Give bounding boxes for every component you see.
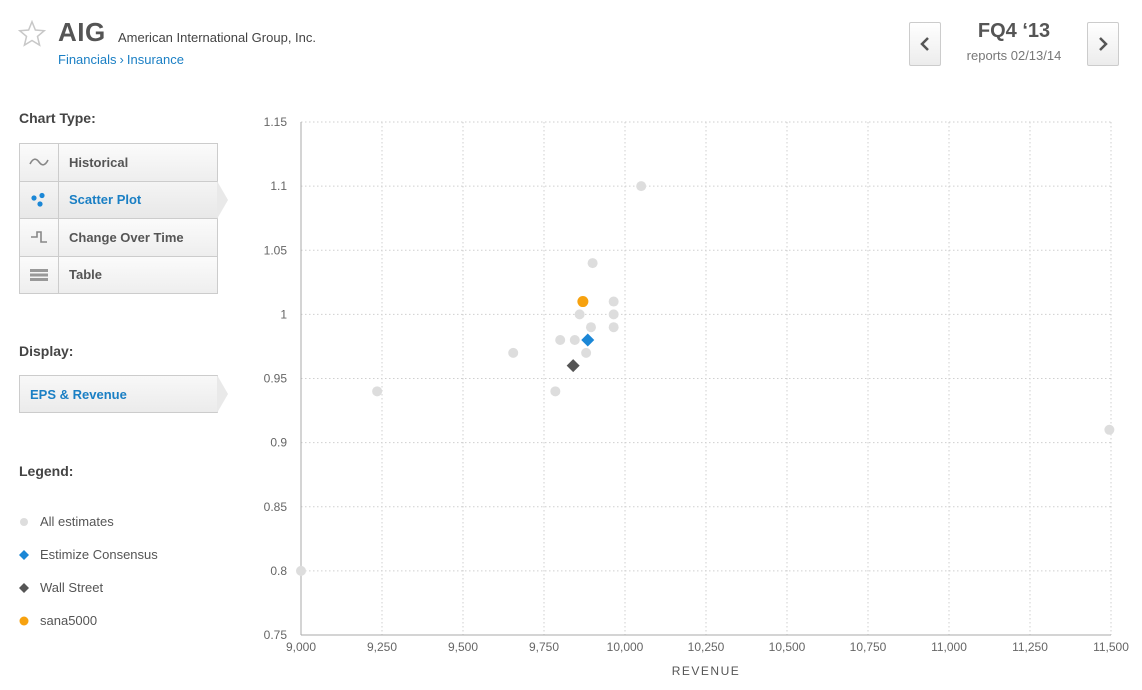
y-tick-label: 1.15	[264, 115, 288, 129]
all-estimates-point	[1104, 424, 1115, 435]
chart-type-menu: Historical Scatter Plot Change Over Time…	[19, 143, 228, 294]
chart-type-change-over-time[interactable]: Change Over Time	[20, 219, 217, 257]
all-estimates-point	[574, 309, 585, 320]
scatter-chart: 9,000 9,250 9,500 9,750 10,000 10,250 10,500 10…	[264, 115, 1130, 678]
x-tick-label: 9,250	[367, 640, 397, 654]
chart-type-heading: Chart Type:	[19, 110, 96, 126]
display-heading: Display:	[19, 343, 74, 359]
company-name: American International Group, Inc.	[118, 30, 316, 45]
x-tick-label: 10,250	[688, 640, 725, 654]
all-estimates-point	[296, 565, 306, 576]
y-tick-label: 0.75	[264, 628, 288, 642]
all-estimates-point	[372, 386, 383, 397]
x-axis-title: REVENUE	[672, 664, 741, 678]
next-quarter-button[interactable]	[1087, 22, 1119, 66]
legend-circle-marker	[20, 517, 28, 526]
scatter-icon	[31, 192, 45, 207]
all-estimates-point	[587, 258, 598, 269]
all-estimates-point	[581, 347, 592, 358]
y-tick-label: 0.8	[270, 564, 287, 578]
x-tick-label: 10,000	[607, 640, 644, 654]
chart-type-scatter-plot-label: Scatter Plot	[69, 192, 142, 208]
chart-type-change-over-time-label: Change Over Time	[69, 229, 184, 245]
legend-heading: Legend:	[19, 463, 74, 479]
breadcrumb-sector-link[interactable]: Financials	[58, 52, 117, 67]
x-tick-label: 9,750	[529, 640, 559, 654]
all-estimates-point	[608, 322, 619, 333]
y-tick-label: 1.1	[270, 179, 287, 193]
breadcrumb: Financials › Insurance	[58, 52, 184, 67]
y-tick-label: 0.95	[264, 372, 288, 386]
ticker-symbol: AIG	[58, 17, 106, 47]
display-eps-revenue-button[interactable]: EPS & Revenue	[19, 375, 228, 413]
y-tick-label: 1.05	[264, 243, 288, 257]
chart-type-historical[interactable]: Historical	[20, 144, 217, 182]
legend-item-wall-street: Wall Street	[19, 571, 158, 604]
breadcrumb-industry-link[interactable]: Insurance	[126, 52, 184, 67]
x-tick-label: 9,500	[448, 640, 478, 654]
chevron-left-icon	[920, 37, 929, 51]
x-tick-label: 11,250	[1012, 640, 1048, 654]
y-tick-label: 0.85	[264, 500, 288, 514]
all-estimates-point	[555, 335, 566, 346]
all-estimates-point	[569, 335, 580, 346]
estimize-consensus-point	[581, 333, 595, 347]
all-estimates-point	[608, 296, 619, 307]
all-estimates-point	[608, 309, 619, 320]
legend-label: All estimates	[40, 514, 114, 529]
all-estimates-point	[585, 322, 596, 333]
legend-circle-marker	[19, 616, 29, 625]
legend-item-sana5000: sana5000	[19, 604, 158, 637]
favorite-star-icon[interactable]	[18, 20, 46, 48]
previous-quarter-button[interactable]	[909, 22, 941, 66]
chart-type-scatter-plot[interactable]: Scatter Plot	[20, 180, 228, 219]
report-date: reports 02/13/14	[966, 48, 1062, 63]
legend-label: sana5000	[40, 613, 98, 628]
all-estimates-point	[508, 347, 519, 358]
sana5000-point	[577, 296, 589, 308]
table-icon	[30, 268, 48, 281]
x-tick-label: 11,000	[931, 640, 967, 654]
wave-icon	[29, 158, 49, 166]
chart-type-table-label: Table	[69, 267, 102, 283]
chart-type-table[interactable]: Table	[20, 256, 217, 294]
chevron-right-icon	[1099, 37, 1108, 51]
legend-label: Wall Street	[40, 580, 104, 595]
all-estimates-point	[636, 181, 647, 192]
x-tick-label: 10,500	[769, 640, 806, 654]
step-icon	[31, 231, 47, 244]
breadcrumb-separator: ›	[119, 52, 124, 67]
x-tick-label: 9,000	[286, 640, 316, 654]
all-estimates-point	[550, 386, 561, 397]
legend-diamond-marker	[19, 549, 29, 560]
chart-type-historical-label: Historical	[69, 154, 129, 170]
x-tick-label: 11,500	[1093, 640, 1129, 654]
legend-diamond-marker	[19, 582, 29, 593]
chart-legend: All estimates Estimize Consensus Wall St…	[19, 505, 158, 637]
fiscal-quarter: FQ4 ‘13	[977, 20, 1051, 42]
x-tick-label: 10,750	[850, 640, 887, 654]
y-tick-label: 1	[280, 307, 287, 321]
legend-item-estimize-consensus: Estimize Consensus	[19, 538, 158, 571]
wall-street-point	[566, 359, 580, 373]
legend-label: Estimize Consensus	[40, 547, 158, 562]
y-tick-label: 0.9	[270, 436, 287, 450]
legend-item-all-estimates: All estimates	[19, 505, 158, 538]
